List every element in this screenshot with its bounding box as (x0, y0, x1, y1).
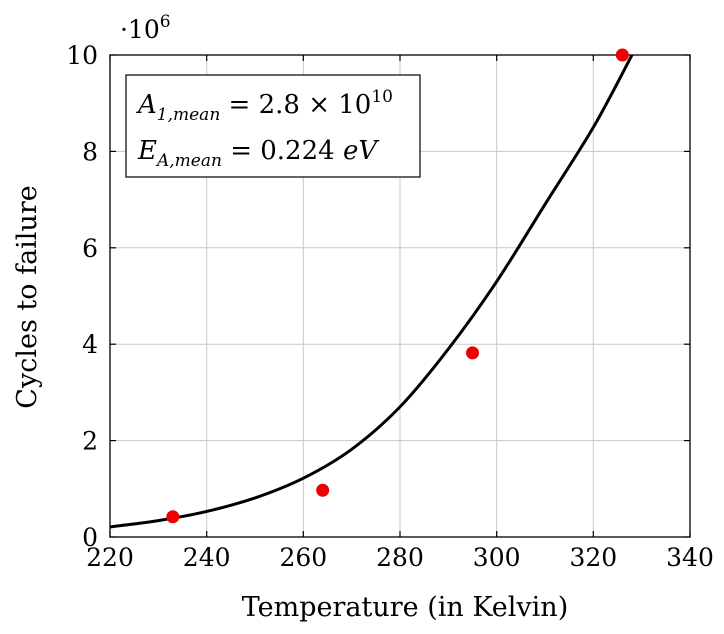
data-point (466, 346, 479, 360)
data-point (615, 48, 629, 62)
x-tick-label: 220 (86, 543, 134, 572)
x-axis-label: Temperature (in Kelvin) (242, 592, 568, 623)
x-tick-label: 240 (183, 543, 231, 572)
x-tick-label: 260 (279, 543, 327, 572)
x-tick-label: 280 (376, 543, 424, 572)
y-tick-label: 4 (82, 330, 98, 359)
legend-line-a: A1,mean = 2.8 × 1010 (136, 87, 393, 125)
y-axis-label: Cycles to failure (12, 185, 43, 408)
legend-line-e: EA,mean = 0.224 eV (137, 136, 379, 171)
y-scale-label: ·106 (120, 12, 171, 44)
y-tick-label: 8 (82, 137, 98, 166)
fit-curve (109, 54, 634, 529)
x-axis-ticks: 220 240 260 280 300 320 340 (86, 55, 714, 572)
data-point (316, 483, 330, 497)
legend-box: A1,mean = 2.8 × 1010 EA,mean = 0.224 eV (125, 74, 421, 178)
y-axis-ticks: 0 2 4 6 8 10 (66, 41, 690, 552)
x-tick-label: 340 (666, 543, 714, 572)
data-points (166, 48, 629, 524)
y-tick-label: 6 (82, 234, 98, 263)
data-point (166, 510, 180, 524)
y-tick-label: 10 (66, 41, 98, 70)
y-tick-label: 2 (82, 427, 98, 456)
y-tick-label: 0 (82, 523, 98, 552)
x-tick-label: 300 (473, 543, 521, 572)
x-tick-label: 320 (569, 543, 617, 572)
